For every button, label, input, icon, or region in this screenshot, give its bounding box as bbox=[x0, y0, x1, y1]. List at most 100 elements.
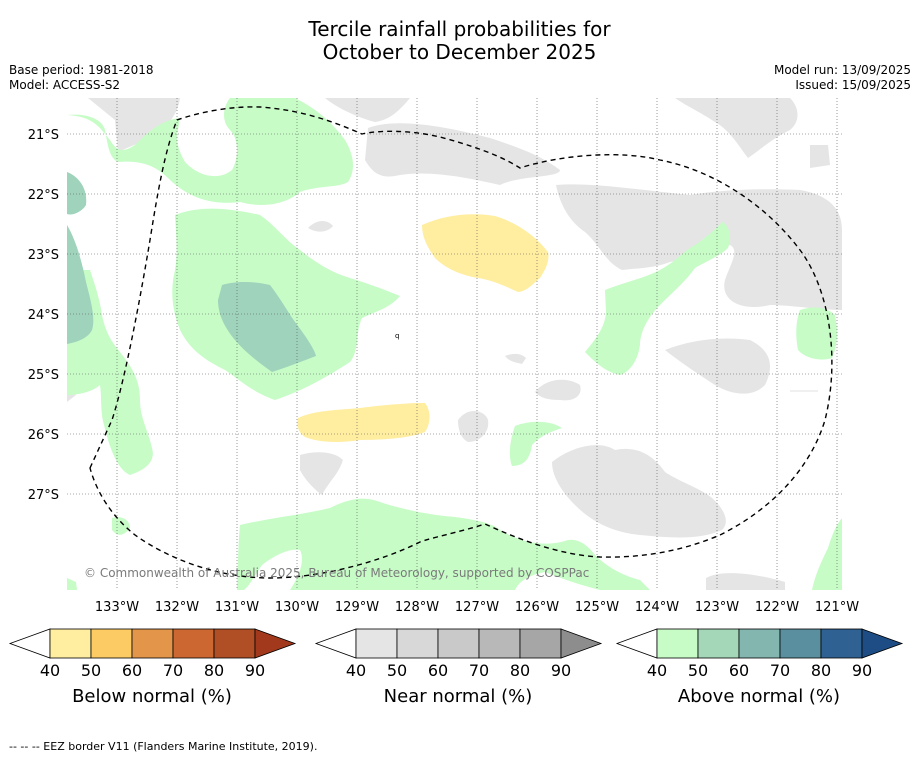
lon-label: 123°W bbox=[695, 600, 739, 615]
colorbar-segment bbox=[738, 628, 781, 659]
lat-label: 25°S bbox=[28, 368, 59, 383]
colorbar-segment bbox=[90, 628, 133, 659]
colorbar-segment bbox=[820, 628, 863, 659]
near-region bbox=[300, 452, 343, 495]
colorbar-right-extend bbox=[254, 628, 297, 659]
lon-label: 124°W bbox=[635, 600, 679, 615]
colorbar-tick-label: 90 bbox=[245, 661, 265, 680]
colorbar-segment bbox=[697, 628, 740, 659]
below-region bbox=[297, 403, 430, 442]
above-region bbox=[172, 208, 400, 400]
title-line-2: October to December 2025 bbox=[322, 40, 597, 64]
colorbar-above-title: Above normal (%) bbox=[677, 686, 841, 707]
colorbar-segment bbox=[656, 628, 699, 659]
lon-label: 131°W bbox=[215, 600, 259, 615]
lat-labels: 21°S 22°S 23°S 24°S 25°S 26°S 27°S bbox=[28, 128, 59, 503]
title-line-1: Tercile rainfall probabilities for bbox=[308, 17, 611, 41]
colorbar-left-extend bbox=[615, 628, 658, 659]
near-region bbox=[88, 98, 180, 152]
colorbar-tick-label: 80 bbox=[204, 661, 224, 680]
lat-label: 23°S bbox=[28, 248, 59, 263]
lon-label: 127°W bbox=[455, 600, 499, 615]
colorbar-near-title: Near normal (%) bbox=[383, 686, 533, 707]
copyright: © Commonwealth of Australia 2025, Bureau… bbox=[84, 566, 589, 580]
colorbar-segment bbox=[478, 628, 521, 659]
lon-label: 132°W bbox=[155, 600, 199, 615]
lon-label: 122°W bbox=[755, 600, 799, 615]
near-region bbox=[308, 221, 333, 232]
colorbar-segment bbox=[437, 628, 480, 659]
colorbar-tick-label: 70 bbox=[163, 661, 183, 680]
colorbar-right-extend bbox=[560, 628, 603, 659]
lon-labels: 133°W 132°W 131°W 130°W 129°W 128°W 127°… bbox=[95, 600, 859, 615]
near-region bbox=[458, 410, 489, 442]
colorbar-tick-label: 60 bbox=[729, 661, 749, 680]
colorbar-segment bbox=[519, 628, 562, 659]
lat-label: 27°S bbox=[28, 488, 59, 503]
above-region bbox=[67, 98, 354, 205]
lon-label: 133°W bbox=[95, 600, 139, 615]
below-region bbox=[422, 214, 549, 292]
colorbar-tick-label: 60 bbox=[122, 661, 142, 680]
eez-border bbox=[89, 106, 833, 579]
lat-label: 22°S bbox=[28, 188, 59, 203]
colorbar-tick-label: 70 bbox=[770, 661, 790, 680]
colorbar-tick-label: 90 bbox=[852, 661, 872, 680]
lon-label: 128°W bbox=[395, 600, 439, 615]
lon-label: 121°W bbox=[815, 600, 859, 615]
near-region bbox=[675, 98, 798, 158]
lon-label: 125°W bbox=[575, 600, 619, 615]
map-artifact-mark: q bbox=[395, 332, 399, 340]
colorbar-tick-label: 40 bbox=[40, 661, 60, 680]
lon-label: 126°W bbox=[515, 600, 559, 615]
colorbar-above: 40 50 60 70 80 90 bbox=[615, 628, 904, 680]
map-title: Tercile rainfall probabilities for Octob… bbox=[0, 18, 919, 64]
above-region bbox=[509, 421, 562, 466]
meta-left: Base period: 1981-2018 Model: ACCESS-S2 bbox=[9, 63, 154, 93]
colorbar-tick-label: 70 bbox=[469, 661, 489, 680]
colorbar-segment bbox=[355, 628, 398, 659]
near-region bbox=[535, 379, 581, 401]
lat-label: 26°S bbox=[28, 428, 59, 443]
colorbar-tick-label: 50 bbox=[688, 661, 708, 680]
above-region bbox=[67, 578, 77, 590]
colorbar-tick-label: 50 bbox=[387, 661, 407, 680]
above-region bbox=[112, 517, 130, 535]
colorbar-segment bbox=[213, 628, 256, 659]
above-strong-region bbox=[67, 172, 87, 215]
colorbar-near: 40 50 60 70 80 90 bbox=[314, 628, 603, 680]
colorbar-segment bbox=[779, 628, 822, 659]
colorbar-tick-label: 80 bbox=[811, 661, 831, 680]
lat-label: 21°S bbox=[28, 128, 59, 143]
colorbar-tick-label: 80 bbox=[510, 661, 530, 680]
near-normal-regions bbox=[67, 98, 842, 590]
above-strong-region bbox=[218, 281, 316, 372]
base-period: Base period: 1981-2018 bbox=[9, 63, 154, 77]
map-frame: q © Commonwealth of Australia 2025, Bure… bbox=[67, 98, 842, 590]
meta-right: Model run: 13/09/2025 Issued: 15/09/2025 bbox=[774, 63, 911, 93]
colorbar-segment bbox=[49, 628, 92, 659]
near-region bbox=[552, 445, 726, 538]
colorbar-left-extend bbox=[8, 628, 51, 659]
colorbar-segment bbox=[396, 628, 439, 659]
colorbar-tick-label: 50 bbox=[81, 661, 101, 680]
colorbar-tick-label: 40 bbox=[647, 661, 667, 680]
near-region bbox=[706, 573, 785, 590]
colorbar-tick-label: 90 bbox=[551, 661, 571, 680]
gridlines bbox=[67, 98, 842, 590]
lon-label: 129°W bbox=[335, 600, 379, 615]
above-region bbox=[796, 307, 837, 360]
above-region bbox=[585, 222, 730, 375]
above-region bbox=[237, 498, 650, 590]
lat-label: 24°S bbox=[28, 308, 59, 323]
near-region bbox=[325, 98, 410, 122]
colorbar-below: 40 50 60 70 80 90 bbox=[8, 628, 297, 680]
colorbar-right-extend bbox=[861, 628, 904, 659]
eez-footer-note: -- -- -- EEZ border V11 (Flanders Marine… bbox=[9, 740, 318, 753]
model-run: Model run: 13/09/2025 bbox=[773, 63, 911, 77]
model-name: Model: ACCESS-S2 bbox=[9, 78, 121, 92]
below-normal-regions bbox=[297, 214, 549, 442]
near-region bbox=[505, 353, 526, 364]
colorbar-segment bbox=[131, 628, 174, 659]
colorbar-segment bbox=[172, 628, 215, 659]
